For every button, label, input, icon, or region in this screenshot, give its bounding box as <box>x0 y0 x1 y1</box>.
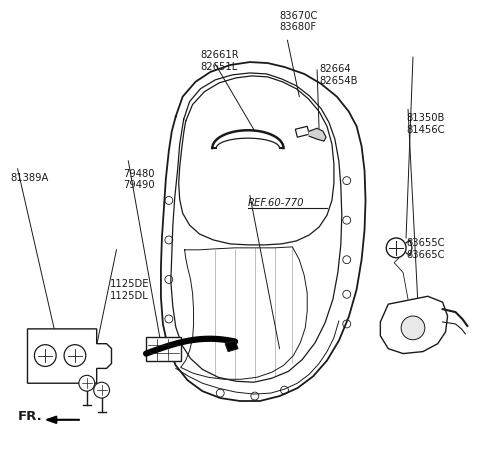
Circle shape <box>386 238 406 258</box>
Polygon shape <box>146 337 180 361</box>
Circle shape <box>35 345 56 367</box>
Circle shape <box>64 345 86 367</box>
Polygon shape <box>380 296 447 353</box>
Text: 82664
82654B: 82664 82654B <box>319 64 358 86</box>
Polygon shape <box>295 126 309 137</box>
Circle shape <box>79 376 95 391</box>
Text: 1125DE
1125DL: 1125DE 1125DL <box>109 280 149 301</box>
Text: 83655C
83665C: 83655C 83665C <box>406 238 444 259</box>
Text: 82661R
82651L: 82661R 82651L <box>201 50 239 72</box>
Text: 79480
79490: 79480 79490 <box>123 169 155 190</box>
Circle shape <box>401 316 425 340</box>
Text: 81389A: 81389A <box>11 173 49 183</box>
Polygon shape <box>225 341 238 352</box>
Text: 83670C
83680F: 83670C 83680F <box>279 11 318 32</box>
Circle shape <box>94 382 109 398</box>
Polygon shape <box>27 329 111 383</box>
Polygon shape <box>309 128 326 141</box>
Text: 81350B
81456C: 81350B 81456C <box>406 113 444 135</box>
Text: REF.60-770: REF.60-770 <box>248 198 304 208</box>
Text: FR.: FR. <box>18 410 42 423</box>
